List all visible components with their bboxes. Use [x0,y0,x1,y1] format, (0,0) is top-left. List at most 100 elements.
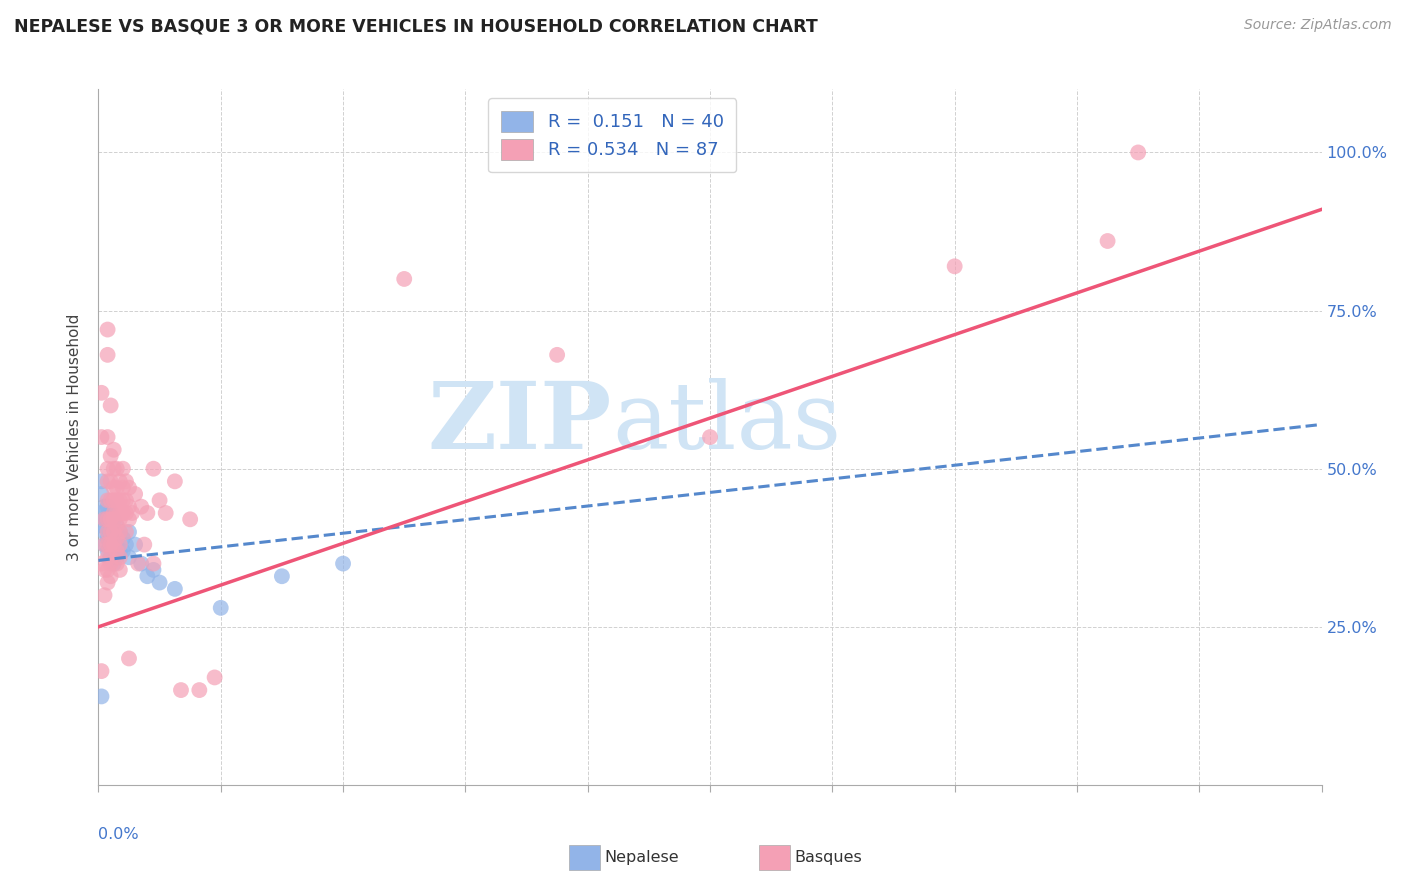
Point [100,524,122,539]
Point [105,481,128,495]
Point [105,538,128,552]
Point [93,538,115,552]
Point [115,538,138,552]
Point [103,557,125,571]
Point [149,493,172,508]
Point [108,550,131,565]
Text: Basques: Basques [794,850,862,864]
Point [93,588,115,602]
Point [105,557,128,571]
Point [1128,145,1150,160]
Point [118,500,141,514]
Point [97,322,120,336]
Point [108,544,131,558]
Point [118,481,141,495]
Point [103,481,125,495]
Point [100,475,122,489]
Point [105,506,128,520]
Point [103,524,125,539]
Point [111,461,134,475]
Point [149,575,172,590]
Point [118,550,141,565]
Point [179,512,201,526]
Point [103,442,125,457]
Point [115,524,138,539]
Point [97,524,120,539]
Point [90,487,112,501]
Point [90,557,112,571]
Point [118,512,141,526]
Point [108,506,131,520]
Text: ZIP: ZIP [427,378,612,468]
Point [105,461,128,475]
Point [163,582,186,596]
Point [97,531,120,545]
Text: Nepalese: Nepalese [605,850,679,864]
Point [103,538,125,552]
Point [100,449,122,463]
Point [118,524,141,539]
Point [97,538,120,552]
Y-axis label: 3 or more Vehicles in Household: 3 or more Vehicles in Household [67,313,83,561]
Point [943,260,966,274]
Point [129,500,152,514]
Point [90,690,112,704]
Point [103,512,125,526]
Point [111,544,134,558]
Point [170,683,193,698]
Point [105,518,128,533]
Point [97,563,120,577]
Point [136,506,159,520]
Point [136,569,159,583]
Text: Source: ZipAtlas.com: Source: ZipAtlas.com [1244,18,1392,32]
Point [90,518,112,533]
Point [100,557,122,571]
Point [115,506,138,520]
Point [97,461,120,475]
Point [97,512,120,526]
Point [270,569,292,583]
Point [163,475,186,489]
Point [97,475,120,489]
Point [111,506,134,520]
Point [100,550,122,565]
Point [100,399,122,413]
Point [90,385,112,400]
Point [93,500,115,514]
Point [124,538,146,552]
Point [121,506,143,520]
Text: atlas: atlas [612,378,841,468]
Point [97,348,120,362]
Point [97,430,120,444]
Point [103,506,125,520]
Point [100,512,122,526]
Point [105,493,128,508]
Text: 0.0%: 0.0% [98,827,139,842]
Point [392,272,416,286]
Point [105,544,128,558]
Point [90,664,112,678]
Point [103,512,125,526]
Point [90,430,112,444]
Point [93,563,115,577]
Point [97,575,120,590]
Point [90,506,112,520]
Point [97,493,120,508]
Point [127,557,149,571]
Point [93,512,115,526]
Point [129,557,152,571]
Point [100,506,122,520]
Point [108,563,131,577]
Point [142,461,165,475]
Point [115,493,138,508]
Point [108,512,131,526]
Point [209,600,232,615]
Point [699,430,721,444]
Point [103,524,125,539]
Point [93,512,115,526]
Point [188,683,211,698]
Point [108,524,131,539]
Point [105,550,128,565]
Point [111,531,134,545]
Point [100,524,122,539]
